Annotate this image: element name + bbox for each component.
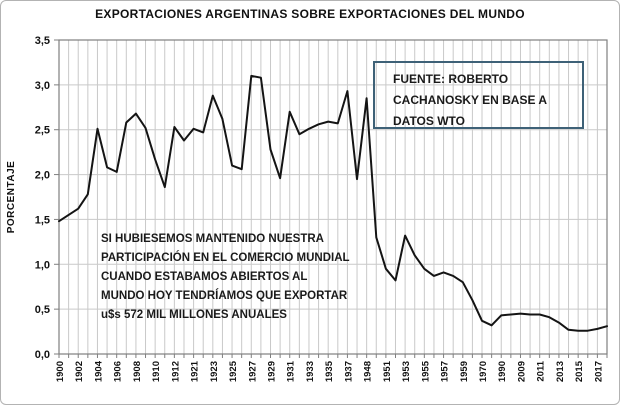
x-tick-label: 1902 [74,361,85,382]
y-tick-label: 2,0 [35,170,50,182]
x-tick-label: 2015 [574,360,585,382]
x-tick-label: 2017 [593,361,604,382]
y-tick-label: 3,5 [35,35,50,47]
x-tick-label: 1927 [247,361,258,382]
x-tick-label: 2011 [536,360,547,381]
y-axis-title: PORCENTAJE [6,161,17,234]
x-tick-label: 2009 [516,361,527,382]
x-tick-label: 1959 [459,361,470,382]
y-tick-label: 0,0 [35,349,50,361]
x-tick-label: 1900 [55,361,66,382]
x-tick-label: 1955 [420,360,431,382]
x-tick-label: 1904 [93,360,104,382]
plot-border [58,39,608,355]
x-tick-label: 1929 [267,361,278,382]
series-line [58,74,608,332]
x-tick-label: 1921 [190,360,201,382]
x-tick-label: 1990 [497,361,508,382]
chart-title: EXPORTACIONES ARGENTINAS SOBRE EXPORTACI… [95,7,525,21]
y-tick-label: 2,5 [35,125,50,137]
y-tick-label: 0,5 [35,304,50,316]
x-tick-label: 1925 [228,360,239,382]
y-tick-label: 1,0 [35,259,50,271]
x-tick-label: 1953 [401,361,412,382]
x-tick-label: 2013 [555,361,566,382]
x-tick-label: 1935 [324,360,335,382]
x-tick-label: 1970 [478,361,489,382]
x-tick-label: 1906 [113,361,124,382]
x-tick-label: 1908 [132,361,143,382]
x-tick-label: 1910 [151,361,162,382]
x-tick-label: 1948 [363,361,374,382]
y-tick-label: 3,0 [35,80,50,92]
y-tick-label: 1,5 [35,214,50,226]
x-tick-label: 1912 [170,361,181,382]
x-tick-label: 1937 [343,361,354,382]
x-tick-label: 1931 [286,360,297,382]
source-annotation-box: FUENTE: ROBERTO CACHANOSKY EN BASE A DAT… [373,61,584,129]
x-tick-label: 1951 [382,360,393,382]
x-tick-label: 1923 [209,361,220,382]
x-tick-label: 1933 [305,361,316,382]
note-annotation: SI HUBIESEMOS MANTENIDO NUESTRA PARTICIP… [101,233,350,321]
x-tick-label: 1957 [440,361,451,382]
